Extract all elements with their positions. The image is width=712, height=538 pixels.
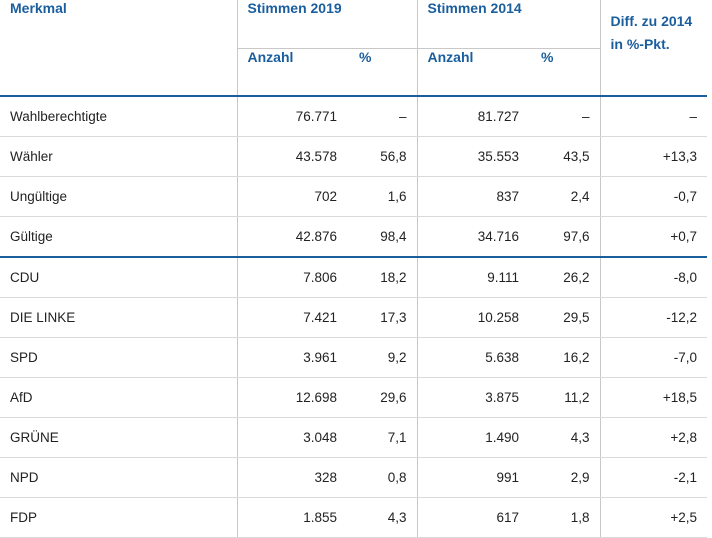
header-stimmen-2019: Stimmen 2019 <box>237 0 418 49</box>
table-row: FDP 1.855 4,3 617 1,8 +2,5 <box>0 497 708 538</box>
cell-merkmal: GRÜNE <box>0 417 238 458</box>
cell-percent-2014: – <box>529 96 601 137</box>
cell-diff: +0,7 <box>600 216 708 258</box>
cell-anzahl-2019: 3.048 <box>237 417 347 458</box>
cell-anzahl-2014: 9.111 <box>417 257 530 298</box>
cell-percent-2019: 56,8 <box>347 136 418 177</box>
cell-anzahl-2014: 991 <box>417 457 530 498</box>
cell-percent-2019: 18,2 <box>347 257 418 298</box>
cell-anzahl-2019: 7.806 <box>237 257 347 298</box>
header-percent-2019: % <box>347 48 418 97</box>
header-percent-2014: % <box>529 48 601 97</box>
cell-diff: +13,3 <box>600 136 708 177</box>
cell-merkmal: Wahlberechtigte <box>0 96 238 137</box>
table-body: Wahlberechtigte 76.771–81.727– – Wähler 43.5… <box>0 96 708 538</box>
header-merkmal: Merkmal <box>0 0 238 97</box>
cell-percent-2014: 2,9 <box>529 457 601 498</box>
cell-anzahl-2019: 1.855 <box>237 497 347 538</box>
cell-anzahl-2019: 702 <box>237 176 347 217</box>
cell-anzahl-2014: 35.553 <box>417 136 530 177</box>
cell-anzahl-2014: 34.716 <box>417 216 530 258</box>
cell-merkmal: Wähler <box>0 136 238 177</box>
table-row: Wahlberechtigte 76.771–81.727– – <box>0 96 708 137</box>
header-stimmen-2014: Stimmen 2014 <box>417 0 601 49</box>
cell-percent-2019: 17,3 <box>347 297 418 338</box>
header-anzahl-2014: Anzahl <box>417 48 530 97</box>
cell-diff: -0,7 <box>600 176 708 217</box>
cell-diff: -8,0 <box>600 257 708 298</box>
cell-anzahl-2014: 3.875 <box>417 377 530 418</box>
cell-diff: +18,5 <box>600 377 708 418</box>
cell-percent-2019: 29,6 <box>347 377 418 418</box>
cell-percent-2019: – <box>347 96 418 137</box>
cell-anzahl-2014: 81.727 <box>417 96 530 137</box>
cell-anzahl-2019: 43.578 <box>237 136 347 177</box>
table-row: SPD 3.961 9,2 5.638 16,2 -7,0 <box>0 337 708 378</box>
header-row-sub: Anzahl % Anzahl % <box>0 48 707 97</box>
cell-merkmal: Gültige <box>0 216 238 258</box>
table-row: Wähler 43.578 56,8 35.553 43,5 +13,3 <box>0 136 708 177</box>
cell-merkmal: SPD <box>0 337 238 378</box>
table-row: CDU 7.806 18,2 9.111 26,2 -8,0 <box>0 257 708 298</box>
cell-percent-2014: 97,6 <box>529 216 601 258</box>
header-row-top: Merkmal Stimmen 2019 Stimmen 2014 Diff. … <box>0 0 708 97</box>
cell-percent-2014: 29,5 <box>529 297 601 338</box>
cell-diff: +2,5 <box>600 497 708 538</box>
cell-anzahl-2019: 7.421 <box>237 297 347 338</box>
cell-percent-2019: 98,4 <box>347 216 418 258</box>
table-row: DIE LINKE 7.421 17,3 10.258 29,5 -12,2 <box>0 297 708 338</box>
cell-diff: – <box>600 96 708 137</box>
cell-anzahl-2019: 3.961 <box>237 337 347 378</box>
cell-anzahl-2014: 617 <box>417 497 530 538</box>
cell-anzahl-2019: 42.876 <box>237 216 347 258</box>
cell-merkmal: NPD <box>0 457 238 498</box>
table-row: AfD 12.698 29,6 3.875 11,2 +18,5 <box>0 377 708 418</box>
cell-percent-2014: 1,8 <box>529 497 601 538</box>
header-diff: Diff. zu 2014 in %-Pkt. <box>600 0 708 97</box>
cell-percent-2019: 0,8 <box>347 457 418 498</box>
cell-percent-2014: 43,5 <box>529 136 601 177</box>
cell-anzahl-2019: 12.698 <box>237 377 347 418</box>
cell-percent-2014: 2,4 <box>529 176 601 217</box>
cell-anzahl-2014: 837 <box>417 176 530 217</box>
header-anzahl-2019: Anzahl <box>237 48 347 97</box>
cell-percent-2014: 26,2 <box>529 257 601 298</box>
cell-percent-2014: 16,2 <box>529 337 601 378</box>
cell-percent-2019: 9,2 <box>347 337 418 378</box>
cell-merkmal: AfD <box>0 377 238 418</box>
cell-diff: -12,2 <box>600 297 708 338</box>
cell-merkmal: DIE LINKE <box>0 297 238 338</box>
cell-diff: +2,8 <box>600 417 708 458</box>
cell-merkmal: FDP <box>0 497 238 538</box>
cell-anzahl-2019: 328 <box>237 457 347 498</box>
cell-merkmal: Ungültige <box>0 176 238 217</box>
cell-anzahl-2019: 76.771 <box>237 96 347 137</box>
table-row: GRÜNE 3.048 7,1 1.490 4,3 +2,8 <box>0 417 708 458</box>
cell-anzahl-2014: 5.638 <box>417 337 530 378</box>
cell-merkmal: CDU <box>0 257 238 298</box>
table-row: NPD 328 0,8 991 2,9 -2,1 <box>0 457 708 498</box>
cell-percent-2014: 11,2 <box>529 377 601 418</box>
cell-anzahl-2014: 1.490 <box>417 417 530 458</box>
cell-diff: -2,1 <box>600 457 708 498</box>
cell-anzahl-2014: 10.258 <box>417 297 530 338</box>
cell-percent-2014: 4,3 <box>529 417 601 458</box>
cell-diff: -7,0 <box>600 337 708 378</box>
table-row: Gültige 42.876 98,4 34.716 97,6 +0,7 <box>0 216 708 258</box>
table-row: Ungültige 702 1,6 837 2,4 -0,7 <box>0 176 708 217</box>
cell-percent-2019: 1,6 <box>347 176 418 217</box>
cell-percent-2019: 4,3 <box>347 497 418 538</box>
cell-percent-2019: 7,1 <box>347 417 418 458</box>
